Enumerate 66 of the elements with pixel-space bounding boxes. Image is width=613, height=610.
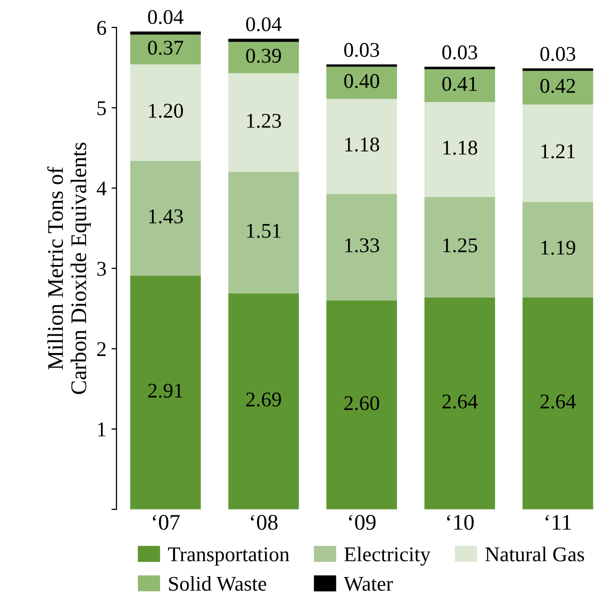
data-label: 1.25	[443, 238, 478, 252]
bar	[424, 69, 496, 102]
data-label: 0.03	[540, 46, 576, 62]
bar	[326, 98, 397, 194]
bar	[522, 297, 594, 510]
data-label: 1.43	[149, 209, 183, 224]
legend-label: Natural Gas	[485, 546, 584, 562]
x-tick-label: ‘09	[349, 514, 376, 530]
data-label: 0.04	[246, 17, 282, 32]
data-label: 1.21	[541, 144, 575, 158]
data-label: 2.64	[442, 394, 478, 409]
bar	[522, 68, 594, 71]
y-tick-label: 4	[96, 182, 106, 196]
y-tick-label: 6	[97, 20, 106, 35]
x-tick-label: ‘10	[447, 514, 474, 530]
data-label: 2.64	[540, 394, 576, 409]
data-label: 0.40	[344, 74, 380, 88]
data-label: 2.91	[148, 384, 182, 398]
bar	[228, 73, 299, 172]
bar	[130, 31, 201, 35]
data-label: 1.18	[443, 140, 478, 155]
bar	[522, 70, 594, 105]
legend-label: Transportation	[168, 547, 290, 566]
data-label: 0.42	[540, 78, 575, 93]
bar	[130, 160, 201, 276]
x-tick-label: ‘07	[152, 514, 180, 530]
data-label: 2.69	[246, 392, 281, 407]
legend-label: Electricity	[344, 546, 430, 566]
legend-label: Water	[344, 577, 393, 591]
bar	[326, 64, 397, 67]
data-label: 1.51	[247, 224, 281, 238]
bar	[424, 196, 496, 298]
bar	[522, 104, 594, 202]
bar	[522, 202, 594, 298]
bar	[130, 64, 201, 161]
bar	[424, 102, 496, 197]
x-tick-label: ‘11	[546, 514, 571, 530]
data-label: 1.33	[345, 238, 380, 252]
bar	[326, 66, 397, 99]
y-tick-label: 1	[98, 422, 106, 436]
data-label: 0.04	[148, 10, 184, 24]
bar	[228, 172, 299, 294]
bar	[130, 34, 201, 64]
bar	[326, 300, 397, 510]
y-tick-label: 5	[98, 101, 106, 116]
data-label: 0.39	[246, 48, 281, 63]
y-tick-label: 2	[97, 342, 106, 356]
data-label: 1.18	[345, 137, 380, 152]
data-label: 2.60	[344, 396, 380, 410]
legend-label: Solid Waste	[169, 576, 266, 591]
y-axis-title: Million Metric Tons of Carbon Dioxide Equivalents	[47, 142, 91, 394]
bar	[228, 42, 299, 74]
data-label: 0.03	[344, 42, 380, 58]
data-label: 1.20	[149, 104, 183, 118]
data-label: 0.37	[148, 40, 184, 55]
bar	[424, 297, 496, 510]
x-tick-label: ‘08	[250, 514, 278, 530]
data-label: 0.41	[442, 76, 477, 91]
bar	[228, 293, 299, 510]
bar	[326, 194, 397, 301]
y-tick-label: 3	[97, 262, 106, 276]
data-label: 1.23	[247, 114, 282, 128]
data-label: 0.03	[442, 45, 478, 60]
data-label: 1.19	[541, 240, 576, 255]
bar	[130, 276, 201, 510]
bar	[228, 38, 299, 42]
